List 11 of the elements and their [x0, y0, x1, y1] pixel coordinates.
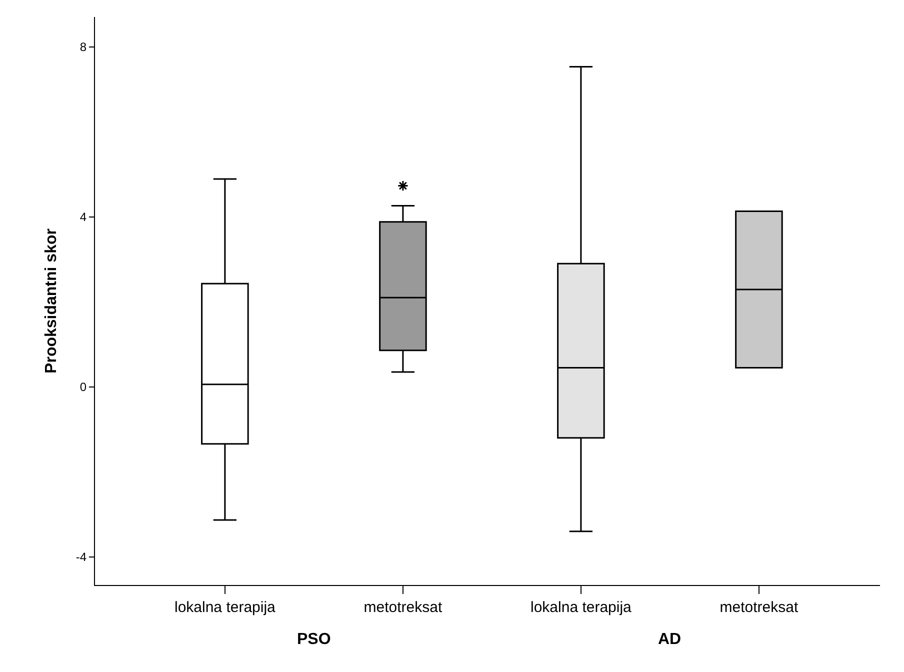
y-axis-title: Prooksidantni skor — [42, 228, 60, 374]
text: AD — [658, 631, 682, 648]
x-tick-label: metotreksat — [364, 599, 443, 616]
text: PSO — [297, 631, 331, 648]
x-tick-label: lokalna terapija — [174, 599, 276, 616]
y-tick-label: 4 — [80, 210, 87, 224]
y-tick-label: -4 — [76, 550, 87, 564]
y-tick-label: 8 — [80, 40, 87, 54]
x-tick-label: lokalna terapija — [530, 599, 632, 616]
y-tick-label: 0 — [80, 380, 87, 394]
x-tick-label: metotreksat — [720, 599, 799, 616]
